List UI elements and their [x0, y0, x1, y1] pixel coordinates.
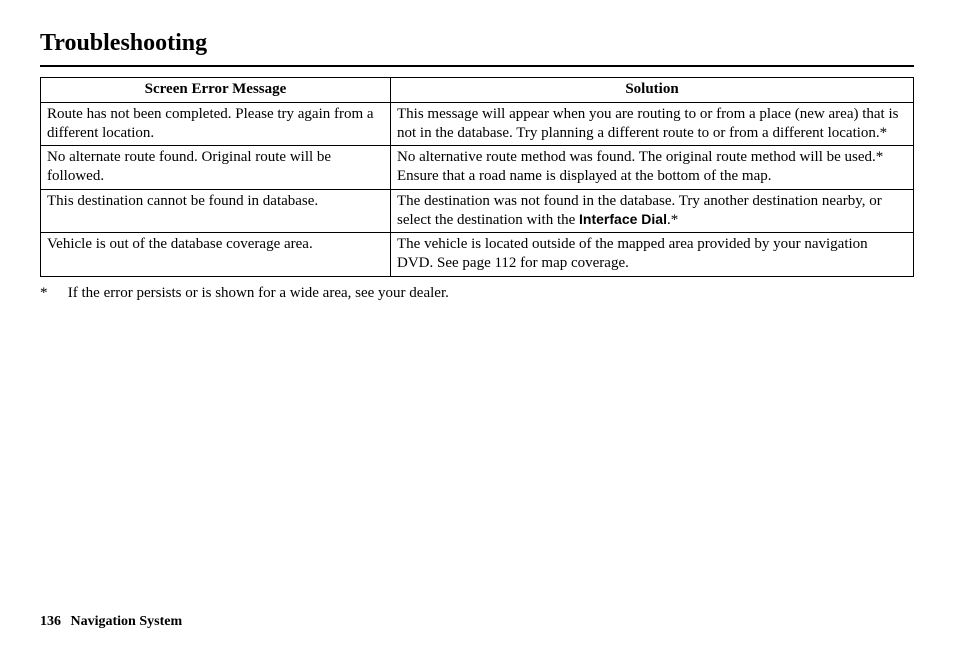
page-title: Troubleshooting [40, 30, 914, 57]
solution-cell: No alternative route method was found. T… [391, 146, 914, 190]
table-row: This destination cannot be found in data… [41, 189, 914, 233]
col-header-error: Screen Error Message [41, 78, 391, 103]
page: Troubleshooting Screen Error Message Sol… [0, 0, 954, 652]
col-header-solution: Solution [391, 78, 914, 103]
error-message-cell: Vehicle is out of the database coverage … [41, 233, 391, 277]
text: This message will appear when you are ro… [397, 106, 898, 141]
text: No alternative route method was found. T… [397, 149, 883, 184]
solution-cell: The vehicle is located outside of the ma… [391, 233, 914, 277]
table-row: Vehicle is out of the database coverage … [41, 233, 914, 277]
text: The vehicle is located outside of the ma… [397, 236, 868, 271]
footnote-marker: * [40, 285, 64, 302]
solution-cell: This message will appear when you are ro… [391, 102, 914, 146]
error-message-cell: No alternate route found. Original route… [41, 146, 391, 190]
page-number: 136 [40, 614, 61, 629]
bold-text: Interface Dial [579, 211, 667, 227]
table-row: No alternate route found. Original route… [41, 146, 914, 190]
footnote-text: If the error persists or is shown for a … [68, 285, 449, 301]
troubleshooting-table: Screen Error Message Solution Route has … [40, 77, 914, 277]
error-message-cell: Route has not been completed. Please try… [41, 102, 391, 146]
table-header-row: Screen Error Message Solution [41, 78, 914, 103]
text: .* [667, 212, 678, 228]
footer-label: Navigation System [71, 614, 183, 629]
footnote: * If the error persists or is shown for … [40, 285, 914, 302]
error-message-cell: This destination cannot be found in data… [41, 189, 391, 233]
page-footer: 136 Navigation System [40, 614, 182, 630]
solution-cell: The destination was not found in the dat… [391, 189, 914, 233]
table-row: Route has not been completed. Please try… [41, 102, 914, 146]
title-rule [40, 65, 914, 67]
